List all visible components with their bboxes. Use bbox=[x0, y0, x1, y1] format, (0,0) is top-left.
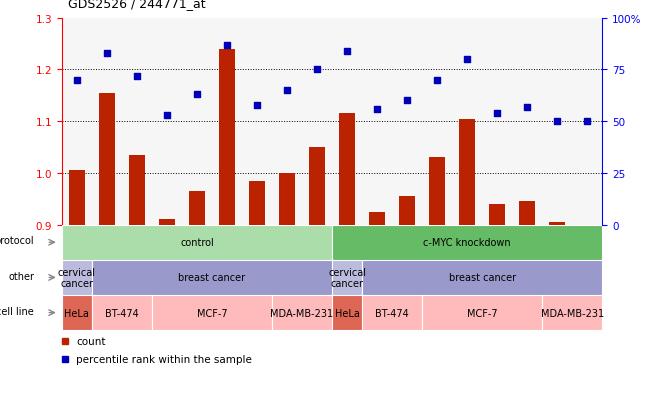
Text: control: control bbox=[180, 237, 214, 248]
Text: BT-474: BT-474 bbox=[375, 308, 409, 318]
Bar bbox=[212, 19, 242, 225]
Bar bbox=[332, 295, 362, 330]
Point bbox=[372, 106, 382, 113]
Bar bbox=[332, 225, 602, 260]
Text: GDS2526 / 244771_at: GDS2526 / 244771_at bbox=[68, 0, 206, 10]
Bar bbox=[309, 148, 326, 413]
Point bbox=[222, 42, 232, 49]
Bar bbox=[62, 295, 92, 330]
Bar bbox=[512, 19, 542, 225]
Bar bbox=[62, 19, 92, 225]
Text: HeLa: HeLa bbox=[64, 308, 89, 318]
Bar bbox=[422, 295, 542, 330]
Point bbox=[462, 57, 473, 63]
Bar bbox=[272, 295, 332, 330]
Point bbox=[132, 73, 142, 80]
Bar bbox=[572, 19, 602, 225]
Text: cell line: cell line bbox=[0, 306, 34, 316]
Bar bbox=[62, 225, 332, 260]
Bar bbox=[429, 158, 445, 413]
Text: MCF-7: MCF-7 bbox=[197, 308, 227, 318]
Bar bbox=[242, 19, 272, 225]
Bar bbox=[489, 204, 505, 413]
Text: BT-474: BT-474 bbox=[105, 308, 139, 318]
Text: MDA-MB-231: MDA-MB-231 bbox=[270, 308, 333, 318]
Point bbox=[432, 77, 442, 84]
Bar bbox=[92, 260, 332, 295]
Bar bbox=[339, 114, 355, 413]
Bar bbox=[332, 260, 362, 295]
Bar bbox=[62, 260, 92, 295]
Bar bbox=[452, 19, 482, 225]
Point bbox=[342, 48, 352, 55]
Bar bbox=[272, 19, 302, 225]
Point bbox=[552, 119, 562, 125]
Bar bbox=[279, 173, 296, 413]
Bar bbox=[302, 19, 332, 225]
Bar bbox=[92, 19, 122, 225]
Bar bbox=[392, 19, 422, 225]
Bar bbox=[362, 19, 392, 225]
Bar bbox=[579, 225, 596, 413]
Point bbox=[582, 119, 592, 125]
Point bbox=[282, 88, 292, 94]
Text: breast cancer: breast cancer bbox=[449, 273, 516, 283]
Text: cervical
cancer: cervical cancer bbox=[58, 267, 96, 289]
Bar bbox=[459, 119, 475, 413]
Bar bbox=[152, 19, 182, 225]
Bar bbox=[68, 171, 85, 413]
Bar bbox=[92, 295, 152, 330]
Point bbox=[492, 110, 503, 117]
Text: c-MYC knockdown: c-MYC knockdown bbox=[423, 237, 511, 248]
Bar bbox=[549, 223, 566, 413]
Text: cervical
cancer: cervical cancer bbox=[328, 267, 366, 289]
Text: HeLa: HeLa bbox=[335, 308, 359, 318]
Bar bbox=[422, 19, 452, 225]
Bar bbox=[482, 19, 512, 225]
Bar bbox=[182, 19, 212, 225]
Bar bbox=[98, 93, 115, 413]
Text: MDA-MB-231: MDA-MB-231 bbox=[540, 308, 603, 318]
Bar bbox=[332, 19, 362, 225]
Bar bbox=[219, 50, 235, 413]
Bar bbox=[122, 19, 152, 225]
Text: other: other bbox=[8, 271, 34, 281]
Bar bbox=[542, 295, 602, 330]
Bar bbox=[189, 192, 205, 413]
Point bbox=[402, 98, 412, 104]
Point bbox=[522, 104, 533, 111]
Bar bbox=[129, 155, 145, 413]
Text: MCF-7: MCF-7 bbox=[467, 308, 497, 318]
Bar bbox=[362, 260, 602, 295]
Point bbox=[252, 102, 262, 109]
Bar bbox=[159, 220, 175, 413]
Point bbox=[102, 50, 112, 57]
Point bbox=[312, 67, 322, 74]
Text: count: count bbox=[76, 336, 106, 346]
Bar bbox=[249, 181, 265, 413]
Point bbox=[161, 112, 172, 119]
Bar bbox=[542, 19, 572, 225]
Point bbox=[72, 77, 82, 84]
Bar bbox=[152, 295, 272, 330]
Bar bbox=[519, 202, 535, 413]
Bar bbox=[362, 295, 422, 330]
Bar bbox=[368, 212, 385, 413]
Text: breast cancer: breast cancer bbox=[178, 273, 245, 283]
Bar bbox=[399, 197, 415, 413]
Text: percentile rank within the sample: percentile rank within the sample bbox=[76, 354, 253, 363]
Point bbox=[191, 92, 202, 98]
Text: protocol: protocol bbox=[0, 236, 34, 246]
